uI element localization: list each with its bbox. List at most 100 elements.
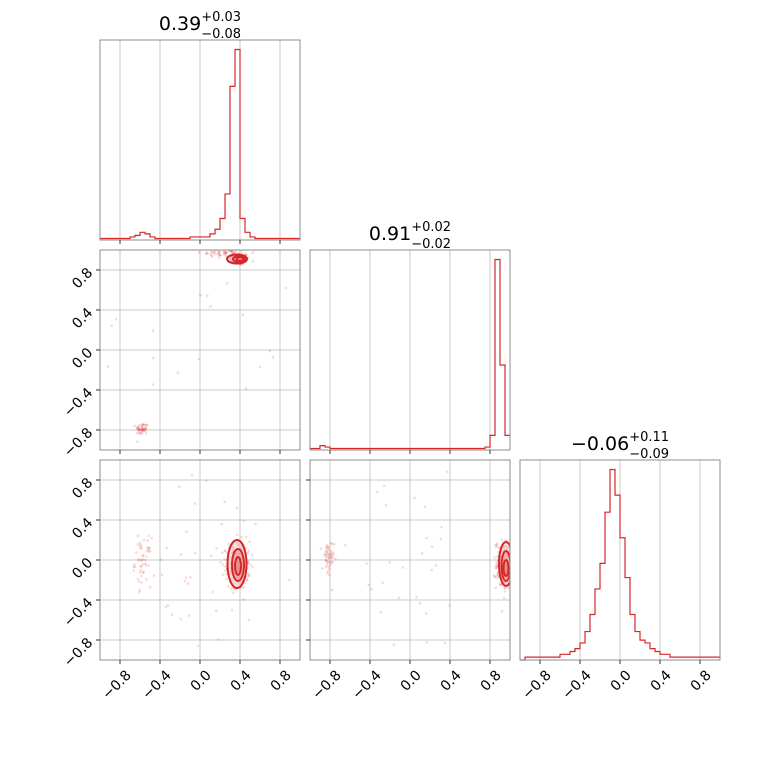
scatter-point (248, 540, 251, 543)
scatter-point (327, 565, 331, 568)
scatter-point (327, 561, 331, 564)
scatter-point (258, 365, 262, 369)
scatter-point (216, 638, 220, 641)
scatter-point (370, 587, 373, 591)
scatter-point (495, 566, 499, 569)
scatter-point (137, 428, 140, 432)
scatter-point (221, 551, 224, 555)
scatter-point (137, 429, 141, 432)
scatter-point (503, 587, 506, 590)
scatter-point (245, 253, 248, 256)
scatter-point (247, 574, 251, 577)
scatter-point (223, 549, 227, 553)
scatter-point (326, 551, 329, 554)
scatter-point (140, 425, 144, 429)
scatter-point (242, 585, 246, 589)
scatter-point (420, 552, 424, 555)
scatter-point (210, 254, 213, 257)
scatter-point (494, 575, 498, 579)
scatter-point (329, 555, 332, 558)
scatter-point (141, 554, 145, 558)
scatter-point (144, 428, 148, 431)
scatter-point (211, 251, 215, 254)
scatter-point (227, 250, 231, 253)
param-value: 0.91 (369, 223, 411, 245)
scatter-point (327, 548, 331, 551)
scatter-point (246, 551, 249, 555)
scatter-point (492, 574, 496, 577)
scatter-point (185, 530, 188, 533)
scatter-point (221, 563, 225, 566)
y-tick-label: 0.8 (69, 475, 96, 502)
histogram-panel-2: −0.8 −0.4 0.0 0.4 0.8−0.06+0.11−0.09 (519, 430, 721, 703)
scatter-point (218, 253, 222, 257)
scatter-point (196, 644, 200, 648)
scatter-point (334, 557, 337, 561)
scatter-point (401, 566, 405, 569)
x-tick-label: 0.0 (188, 667, 215, 694)
scatter-point (186, 582, 190, 585)
scatter-point (247, 574, 251, 578)
scatter-point (332, 553, 335, 557)
y-tick-label: −0.4 (61, 385, 96, 420)
scatter-point (323, 554, 327, 557)
y-tick-label: 0.0 (69, 555, 96, 582)
scatter-point (439, 537, 443, 541)
scatter-point (241, 313, 245, 317)
scatter-point (326, 555, 330, 558)
scatter-point (495, 573, 499, 577)
scatter-point (250, 553, 254, 557)
scatter-point (251, 259, 255, 263)
scatter-point (138, 544, 142, 547)
scatter-point (327, 556, 331, 560)
scatter-point (160, 573, 164, 577)
scatter-point (144, 563, 148, 567)
scatter-point (164, 605, 168, 609)
scatter-point (329, 551, 333, 555)
x-tick-label: 0.8 (268, 667, 295, 694)
scatter-point (110, 324, 114, 327)
x-tick-label: 0.0 (608, 667, 635, 694)
scatter-point (224, 251, 228, 255)
param-plus-error: +0.02 (411, 220, 451, 235)
scatter-point (143, 429, 146, 433)
scatter-point (330, 542, 334, 546)
param-minus-error: −0.09 (629, 447, 669, 462)
scatter-point (330, 556, 334, 559)
scatter-point (379, 611, 383, 614)
scatter-point (210, 255, 214, 258)
x-tick-label: −0.8 (99, 667, 134, 702)
scatter-point (140, 428, 143, 431)
scatter-point (425, 612, 428, 615)
scatter-point (495, 545, 498, 549)
scatter-point (498, 582, 502, 586)
scatter-point (136, 431, 139, 435)
x-tick-label: 0.0 (398, 667, 425, 694)
scatter-point (159, 558, 162, 562)
scatter-point (329, 560, 332, 563)
scatter-point (244, 387, 248, 390)
scatter-point (500, 610, 504, 613)
scatter-point (139, 568, 143, 572)
scatter-point (495, 544, 499, 547)
scatter-point (494, 543, 497, 547)
scatter-point (210, 250, 213, 253)
scatter-point (247, 549, 251, 553)
scatter-point (137, 579, 141, 583)
scatter-point (229, 250, 232, 253)
param-plus-error: +0.11 (629, 430, 669, 445)
scatter-point (216, 252, 220, 256)
scatter-point (326, 560, 330, 563)
scatter-point (142, 538, 146, 542)
scatter-point (230, 587, 233, 590)
y-tick-label: −0.8 (61, 635, 96, 670)
scatter-panel-0-1: −0.8 −0.4 0.0 0.4 0.8 (61, 249, 301, 460)
scatter-point (143, 429, 146, 432)
scatter-point (143, 427, 146, 431)
param-title-2: −0.06+0.11 (571, 430, 669, 455)
param-title-0: 0.39+0.03 (159, 10, 241, 35)
scatter-point (418, 601, 422, 605)
histogram-line (100, 48, 300, 240)
scatter-point (139, 544, 143, 547)
